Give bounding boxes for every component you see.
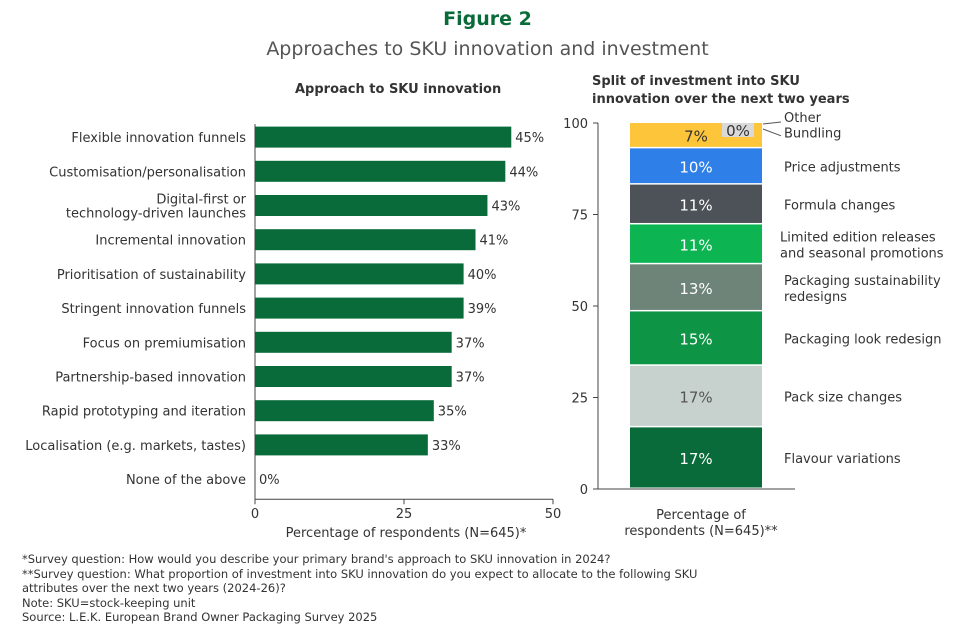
bar <box>255 263 464 285</box>
stack-category-label: Formula changes <box>784 199 896 214</box>
bar <box>255 160 506 182</box>
category-label: Localisation (e.g. markets, tastes) <box>25 439 246 454</box>
stack-category-label: Limited edition releases <box>780 230 936 245</box>
stack-segment <box>630 427 762 488</box>
footnotes: *Survey question: How would you describe… <box>22 552 697 625</box>
x-tick-label: 25 <box>396 507 413 522</box>
stack-segment-label: 15% <box>679 331 712 349</box>
bar-data-label: 44% <box>509 165 538 180</box>
stack-category-label: Packaging look redesign <box>784 333 942 348</box>
stack-segment-label: 17% <box>679 389 712 407</box>
bar <box>255 297 464 319</box>
stack-category-label: Other <box>784 111 822 126</box>
stack-category-label: Packaging sustainability <box>784 274 941 289</box>
bar-data-label: 39% <box>468 302 497 317</box>
figure-label: Figure 2 <box>443 8 532 30</box>
bar <box>255 126 512 148</box>
leader-line-bundling <box>762 128 782 137</box>
bar <box>255 434 428 456</box>
category-label: Rapid prototyping and iteration <box>42 405 246 420</box>
bar-data-label: 37% <box>456 336 485 351</box>
stack-segment-label: 11% <box>679 197 712 215</box>
x-axis-title: Percentage of respondents (N=645)* <box>286 526 527 541</box>
bar <box>255 229 476 251</box>
stack-category-label: Price adjustments <box>784 160 901 175</box>
left-chart-title: Approach to SKU innovation <box>295 82 502 97</box>
footnote-2: **Survey question: What proportion of in… <box>22 566 698 581</box>
category-label: Prioritisation of sustainability <box>57 268 246 283</box>
category-label: technology-driven launches <box>66 207 246 222</box>
stack-y-tick-label: 0 <box>580 483 588 498</box>
bar <box>255 400 434 422</box>
figure-title: Approaches to SKU innovation and investm… <box>266 38 709 60</box>
footnote-1: *Survey question: How would you describe… <box>22 552 611 566</box>
bar <box>255 331 452 353</box>
bar-data-label: 35% <box>438 405 467 420</box>
bar-data-label: 40% <box>468 268 497 283</box>
stack-y-tick-label: 100 <box>563 117 588 132</box>
stack-segment-label: 13% <box>679 280 712 298</box>
bar-data-label: 0% <box>259 473 280 488</box>
stack-zero-segment-box <box>722 123 754 137</box>
category-label: Customisation/personalisation <box>49 165 246 180</box>
stack-segment <box>630 224 762 263</box>
category-label: Flexible innovation funnels <box>71 131 246 146</box>
stack-category-label: redesigns <box>784 290 847 305</box>
stack-segment-label: 11% <box>679 236 712 254</box>
bar <box>255 195 488 216</box>
stack-y-tick-label: 75 <box>571 209 588 224</box>
stack-category-label: Flavour variations <box>784 452 901 467</box>
leader-line-other <box>762 121 782 125</box>
stack-y-tick-label: 25 <box>571 392 588 407</box>
stack-y-tick-label: 50 <box>571 300 588 315</box>
stack-segment <box>630 264 762 310</box>
stack-x-axis-title: Percentage of <box>656 508 746 523</box>
footnote-4: Note: SKU=stock-keeping unit <box>22 595 196 610</box>
stack-segment-label: 7% <box>684 128 708 146</box>
category-label: Digital-first or <box>156 193 246 208</box>
bar-data-label: 43% <box>491 200 520 215</box>
footnote-3: attributes over the next two years (2024… <box>22 581 286 595</box>
bar-data-label: 33% <box>432 439 461 454</box>
category-label: Stringent innovation funnels <box>61 302 246 317</box>
bar-data-label: 41% <box>480 234 509 249</box>
stack-category-label: Bundling <box>784 127 841 142</box>
category-label: None of the above <box>126 473 246 488</box>
bar-data-label: 45% <box>515 131 544 146</box>
footnote-5: Source: L.E.K. European Brand Owner Pack… <box>22 610 378 624</box>
category-label: Incremental innovation <box>95 234 246 249</box>
x-tick-label: 50 <box>545 507 562 522</box>
stack-segment-label: 17% <box>679 450 712 468</box>
stack-category-label: Pack size changes <box>784 391 902 406</box>
stack-segment <box>630 148 762 184</box>
right-chart-title-line-2: innovation over the next two years <box>592 92 850 107</box>
bar-data-label: 37% <box>456 371 485 386</box>
stack-x-axis-title: respondents (N=645)** <box>624 524 778 539</box>
stack-segment <box>630 184 762 223</box>
stack-segment-label: 10% <box>679 158 712 176</box>
stack-category-label: and seasonal promotions <box>780 246 944 261</box>
right-chart-title: Split of investment into SKU innovation … <box>592 73 850 109</box>
category-label: Partnership-based innovation <box>55 371 246 386</box>
x-tick-label: 0 <box>251 507 259 522</box>
stack-segment <box>630 365 762 426</box>
stack-segment <box>630 311 762 365</box>
stack-segment-label: 0% <box>726 122 750 140</box>
right-chart-title-line-1: Split of investment into SKU <box>592 74 800 89</box>
bar <box>255 366 452 387</box>
category-label: Focus on premiumisation <box>83 336 246 351</box>
